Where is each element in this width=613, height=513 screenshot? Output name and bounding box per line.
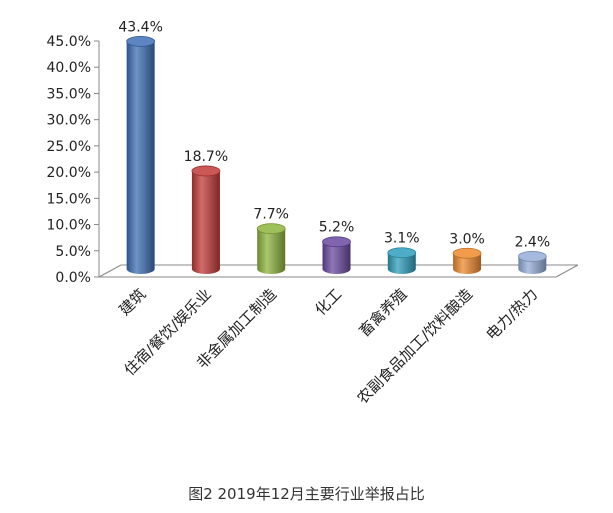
x-tick-label: 农副食品加工/饮料酿造 <box>354 285 476 407</box>
bar-body <box>387 252 416 274</box>
bar-body <box>257 228 286 274</box>
data-label: 3.0% <box>449 231 485 247</box>
chart-bars <box>126 35 547 274</box>
bar-top <box>256 223 286 235</box>
data-label: 7.7% <box>253 207 289 223</box>
data-label: 43.4% <box>118 19 162 35</box>
bar <box>322 236 351 274</box>
floor-depth-right <box>555 264 579 278</box>
x-tick-label: 建筑 <box>116 285 150 319</box>
bar <box>191 165 221 274</box>
bar-body <box>453 253 482 274</box>
bar-top <box>191 165 221 177</box>
data-label: 18.7% <box>184 149 228 165</box>
bar-top <box>387 247 417 259</box>
x-tick-label: 电力/热力 <box>482 285 541 344</box>
bar <box>256 223 286 274</box>
bar <box>517 251 547 274</box>
chart-caption: 图2 2019年12月主要行业举报占比 <box>188 485 425 503</box>
bar-body <box>126 41 155 274</box>
bar-top <box>126 35 156 47</box>
y-tick-label: 0.0% <box>55 270 91 286</box>
bar <box>452 247 482 274</box>
bar-top <box>322 236 351 248</box>
y-tick-label: 15.0% <box>47 191 91 207</box>
data-label: 5.2% <box>319 220 355 236</box>
bar-chart: 0.0% 5.0% 10.0% 15.0% 20.0% 25.0% 30.0% 35.0% 40… <box>47 19 579 407</box>
y-tick-label: 35.0% <box>47 86 91 102</box>
bar <box>387 247 417 274</box>
data-label: 3.1% <box>384 231 420 247</box>
y-tick-label: 10.0% <box>47 218 91 234</box>
y-tick-label: 20.0% <box>47 165 91 181</box>
bar <box>126 35 156 274</box>
chart-axes: 0.0% 5.0% 10.0% 15.0% 20.0% 25.0% 30.0% 35.0% 40… <box>47 34 579 286</box>
y-tick-label: 30.0% <box>47 113 91 129</box>
x-tick-label: 畜禽养殖 <box>355 285 410 340</box>
bar-top <box>452 247 482 259</box>
chart-labels: 43.4%建筑18.7%住宿/餐饮/娱乐业7.7%非金属加工制造5.2%化工3.… <box>116 19 551 407</box>
y-tick-label: 40.0% <box>47 60 91 76</box>
floor-depth-left <box>98 264 122 278</box>
bar-body <box>191 170 220 274</box>
bar-top <box>517 251 547 262</box>
y-tick-label: 25.0% <box>47 139 91 155</box>
data-label: 2.4% <box>515 234 551 250</box>
y-tick-label: 5.0% <box>55 244 91 260</box>
bar-body <box>322 241 351 274</box>
y-tick-label: 45.0% <box>47 34 91 50</box>
x-tick-label: 化工 <box>311 285 345 319</box>
